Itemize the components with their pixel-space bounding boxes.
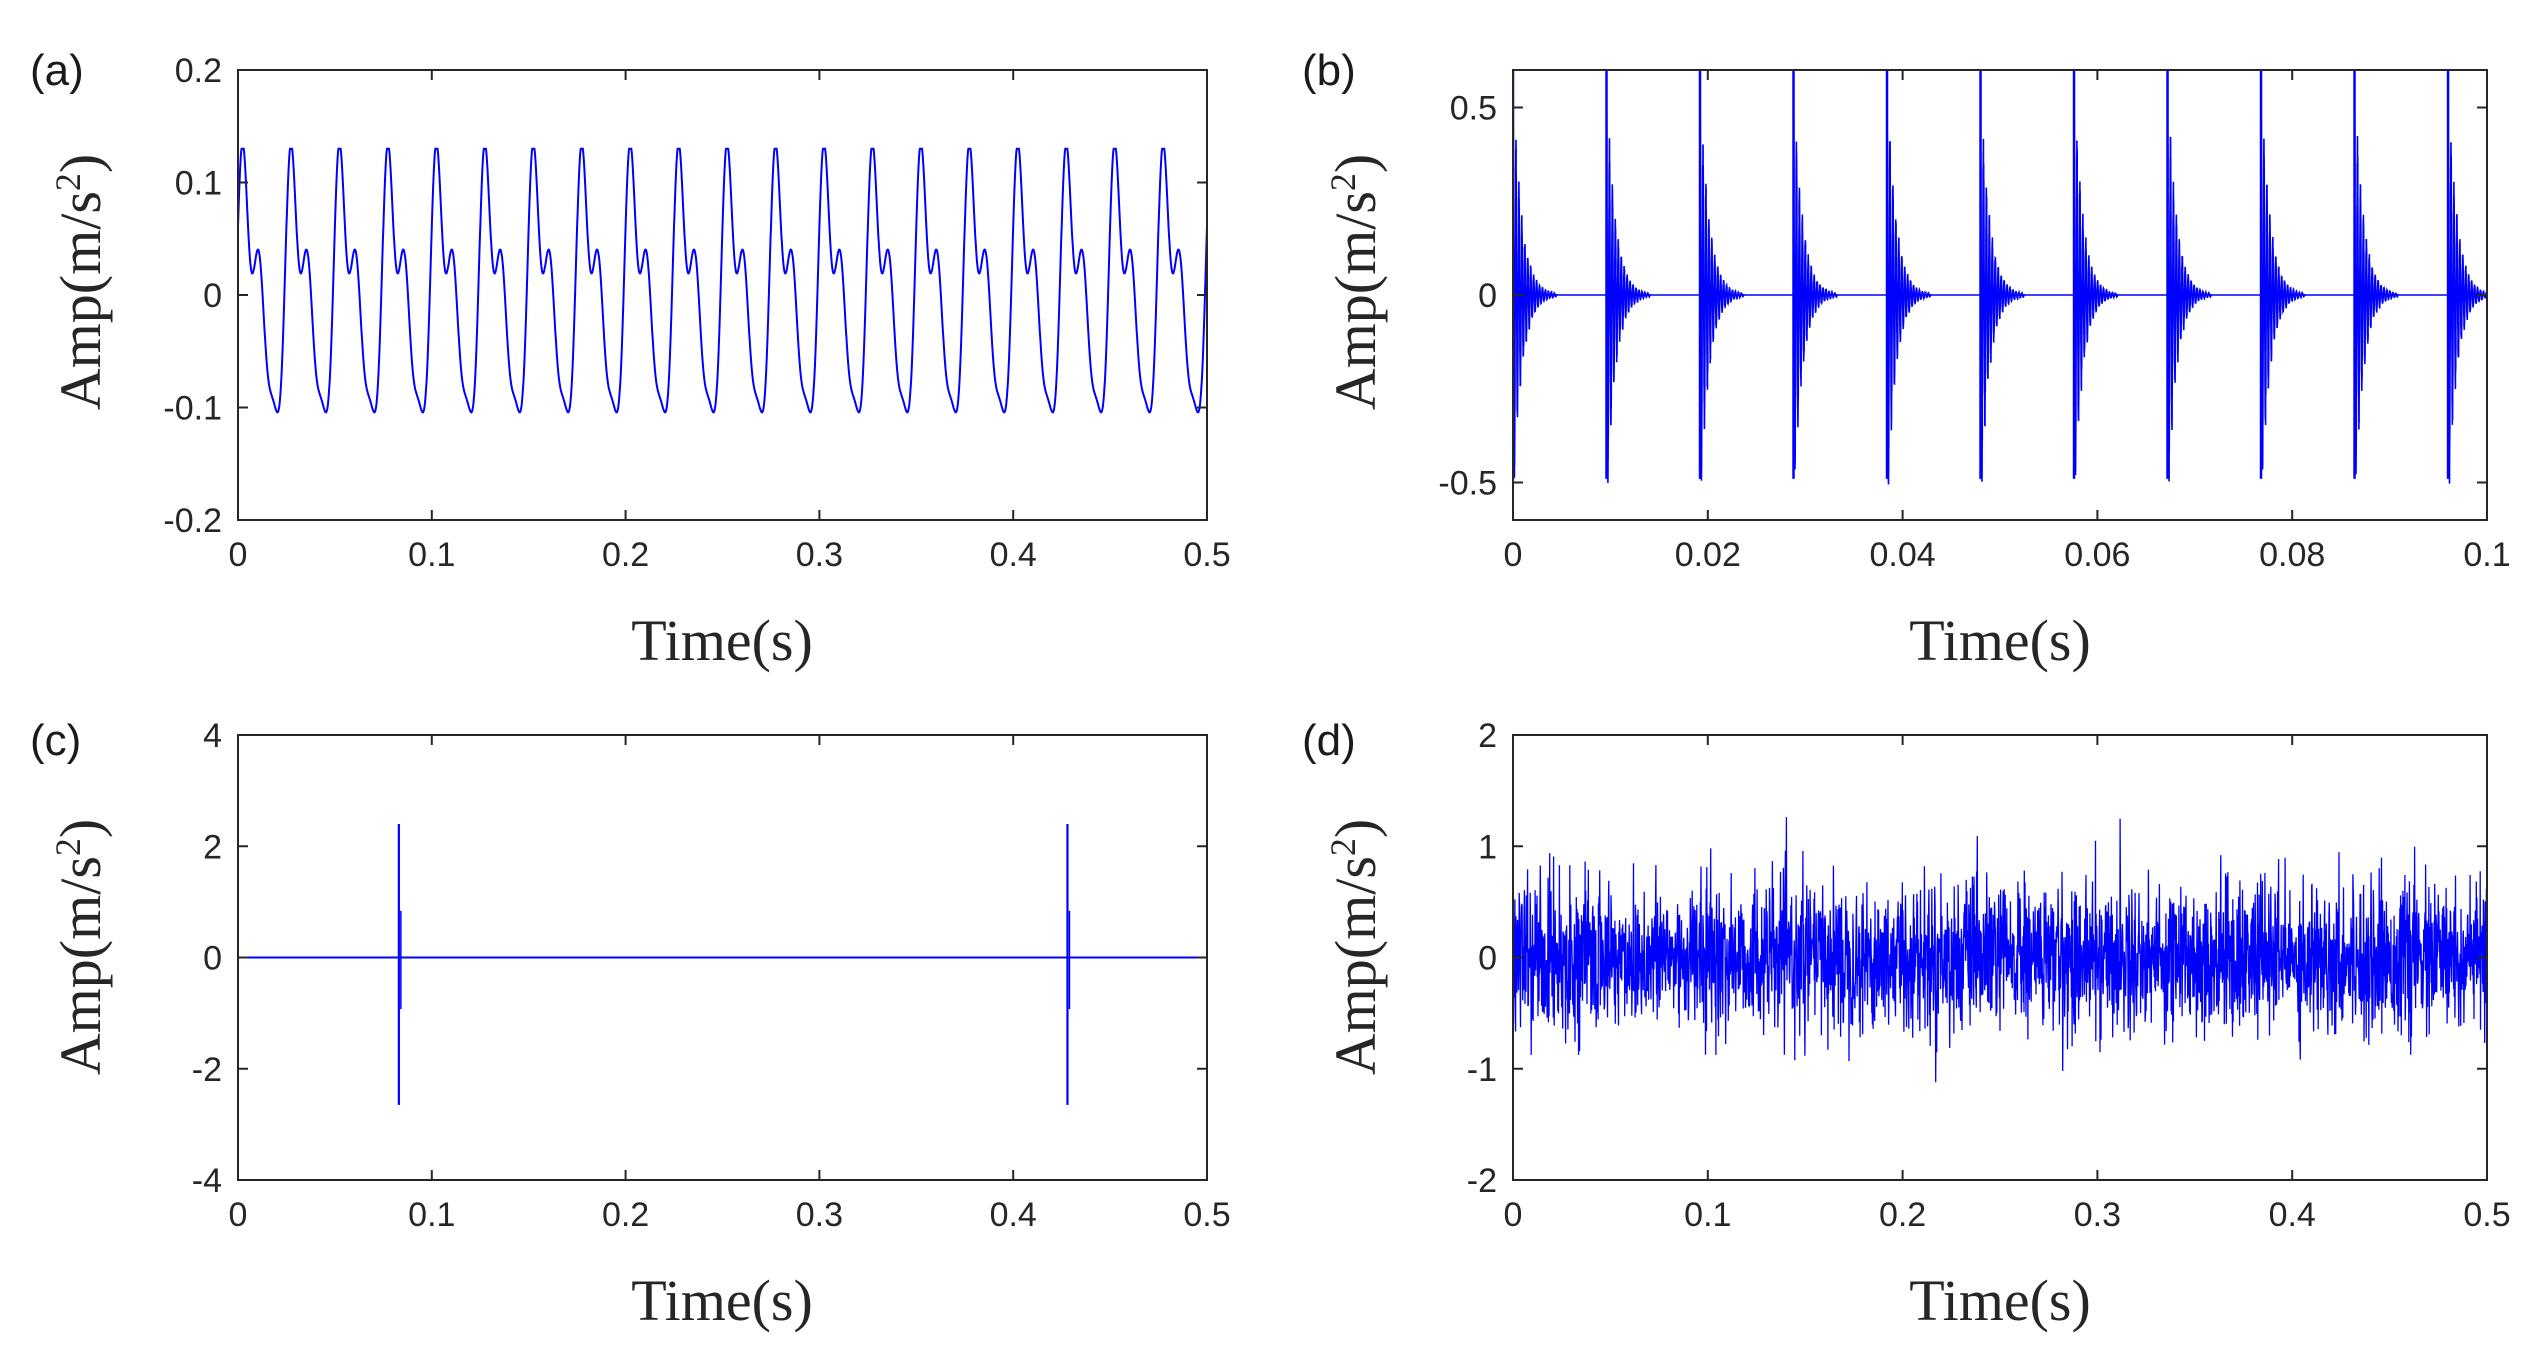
panel-d-xlabel: Time(s) <box>1909 1268 2091 1333</box>
panel-d-xtick-label: 0.2 <box>1879 1196 1926 1234</box>
panel-b-ylabel: Amp(m/s2) <box>1323 154 1388 410</box>
panel-d-xtick-label: 0 <box>1504 1196 1523 1234</box>
impulse-6 <box>2073 70 2119 479</box>
panel-b-xlabel: Time(s) <box>1909 608 2091 673</box>
panel-a-ylabel: Amp(m/s2) <box>48 154 113 410</box>
panel-b-xtick-label: 0.1 <box>2463 536 2510 574</box>
panel-a-label: (a) <box>30 46 84 95</box>
panel-c-ytick-label: 2 <box>203 828 222 866</box>
impulse-3 <box>1792 70 1839 479</box>
panel-d-plot-area: 0 0.1 0.2 0.3 0.4 0.5 -2 -1 0 1 2 <box>1467 717 2511 1234</box>
panel-b-plot-area: 0 0.02 0.04 0.06 0.08 0.1-0.500.5 <box>1438 69 2511 574</box>
panel-d: (d) 0 0.1 0.2 0.3 0.4 0.5 -2 -1 0 1 2 Time(s) Amp(… <box>1302 716 2511 1333</box>
panel-a-ytick-label: -0.1 <box>163 390 222 428</box>
panel-a-xtick-label: 0.5 <box>1183 536 1230 574</box>
panel-a-ytick-label: -0.2 <box>163 502 222 540</box>
impulse-5 <box>1979 70 2026 482</box>
impulse-7 <box>2166 70 2213 482</box>
panel-b-ytick-label: -0.5 <box>1438 465 1497 503</box>
panel-a-signal <box>238 147 1207 414</box>
panel-a-xtick-label: 0.2 <box>602 536 649 574</box>
impulse-9 <box>2353 70 2400 479</box>
panel-b-xtick-label: 0.02 <box>1675 536 1741 574</box>
panel-a-xtick-label: 0.1 <box>408 536 455 574</box>
panel-c-ylabel: Amp(m/s2) <box>48 819 113 1075</box>
panel-a-ytick-label: 0.1 <box>175 165 222 203</box>
panel-b-xtick-label: 0 <box>1504 536 1523 574</box>
panel-d-series-line <box>1513 817 2487 1083</box>
panel-c-xtick-label: 0.4 <box>990 1196 1037 1234</box>
panel-b-xtick-label: 0.06 <box>2064 536 2130 574</box>
impulse-4 <box>1886 70 1932 485</box>
panel-d-ytick-label: -1 <box>1467 1051 1497 1089</box>
impulse-1 <box>1605 70 1652 484</box>
panel-d-ylabel: Amp(m/s2) <box>1323 819 1388 1075</box>
panel-a-xtick-label: 0.3 <box>796 536 843 574</box>
impulse-10 <box>2447 70 2487 484</box>
panel-b-signal <box>1513 70 2487 485</box>
panel-a: (a) 0 0.1 0.2 0.3 0.4 0.5 -0.2 -0.1 0 0.1 0.2 Time… <box>30 46 1231 673</box>
panel-c-xtick-label: 0.2 <box>602 1196 649 1234</box>
panel-b-xtick-label: 0.08 <box>2259 536 2325 574</box>
panel-a-xtick-label: 0.4 <box>990 536 1037 574</box>
panel-c-label: (c) <box>30 716 81 765</box>
panel-d-ytick-label: -2 <box>1467 1162 1497 1200</box>
panel-c-ytick-label: 4 <box>203 717 222 755</box>
panel-d-signal <box>1513 817 2487 1083</box>
panel-c-xtick-label: 0.3 <box>796 1196 843 1234</box>
panel-d-ytick-label: 0 <box>1478 940 1497 978</box>
panel-c-plot-area: 0 0.1 0.2 0.3 0.4 0.5 -4 -2 0 2 4 <box>192 717 1231 1234</box>
impulse-2 <box>1699 70 1745 481</box>
panel-c-xlabel: Time(s) <box>631 1268 813 1333</box>
panel-c-ytick-label: 0 <box>203 940 222 978</box>
panel-d-label: (d) <box>1302 716 1356 765</box>
panel-d-ytick-label: 2 <box>1478 717 1497 755</box>
panel-a-series-line <box>238 147 1207 414</box>
panel-a-xtick-label: 0 <box>229 536 248 574</box>
impulse-8 <box>2260 70 2306 479</box>
panel-c-xtick-label: 0.5 <box>1183 1196 1230 1234</box>
panel-c-xtick-label: 0 <box>229 1196 248 1234</box>
panel-d-ytick-label: 1 <box>1478 828 1497 866</box>
panel-b-xtick-label: 0.04 <box>1870 536 1936 574</box>
panel-c-ytick-label: -4 <box>192 1162 222 1200</box>
panel-c-ytick-label: -2 <box>192 1051 222 1089</box>
panel-c: (c) 0 0.1 0.2 0.3 0.4 0.5 -4 -2 0 2 4 Time(s) Amp(… <box>30 716 1231 1333</box>
impulse-0 <box>1513 70 1558 479</box>
panel-d-xtick-label: 0.1 <box>1684 1196 1731 1234</box>
panel-b-label: (b) <box>1302 46 1356 95</box>
panel-b: (b) 0 0.02 0.04 0.06 0.08 0.1-0.500.5 Time(s)… <box>1302 46 2511 673</box>
panel-c-signal <box>238 824 1207 1105</box>
panel-a-ytick-label: 0 <box>203 277 222 315</box>
panel-a-xlabel: Time(s) <box>631 608 813 673</box>
panel-b-ytick-label: 0 <box>1478 277 1497 315</box>
panel-c-xtick-label: 0.1 <box>408 1196 455 1234</box>
panel-a-plot-area: 0 0.1 0.2 0.3 0.4 0.5 -0.2 -0.1 0 0.1 0.2 <box>163 52 1230 574</box>
panel-d-xtick-label: 0.5 <box>2463 1196 2510 1234</box>
panel-a-ytick-label: 0.2 <box>175 52 222 90</box>
panel-d-xtick-label: 0.3 <box>2074 1196 2121 1234</box>
panel-b-ytick-label: 0.5 <box>1450 90 1497 128</box>
panel-d-xtick-label: 0.4 <box>2269 1196 2316 1234</box>
panel-a-frame <box>237 69 1208 521</box>
